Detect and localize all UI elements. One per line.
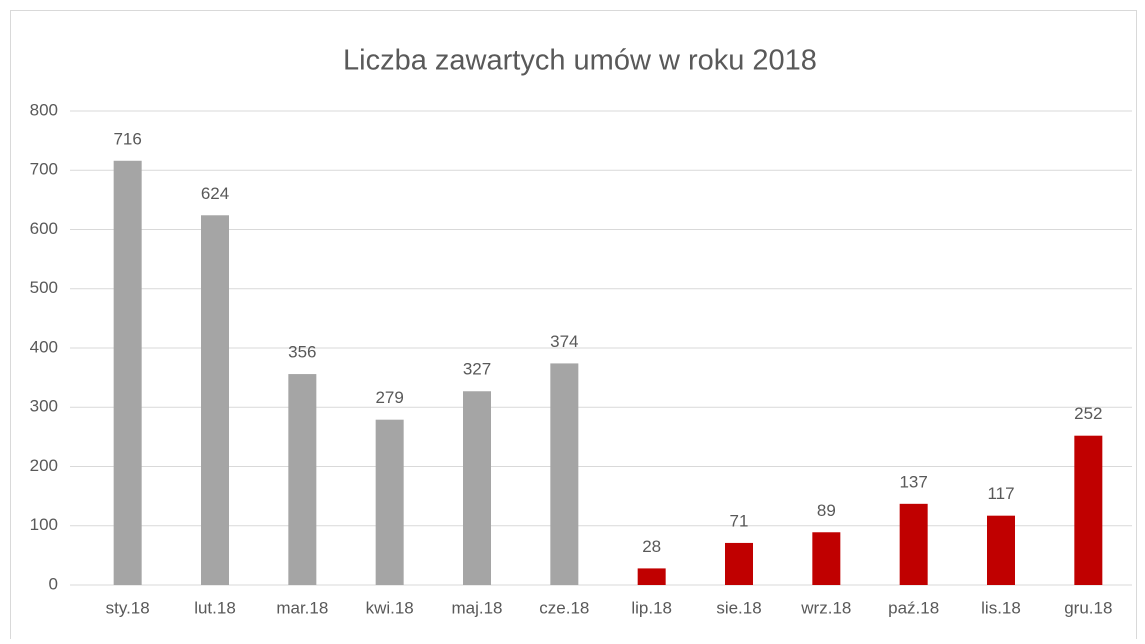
x-tick-label: sie.18	[716, 598, 761, 617]
bar	[288, 374, 317, 585]
data-label: 279	[375, 388, 403, 407]
x-tick-label: mar.18	[276, 598, 328, 617]
x-tick-label: gru.18	[1064, 598, 1112, 617]
data-label: 71	[730, 511, 749, 530]
bar	[637, 568, 666, 585]
data-label: 137	[899, 472, 927, 491]
x-tick-label: wrz.18	[800, 598, 851, 617]
y-tick-label: 200	[30, 456, 58, 475]
bar	[725, 542, 753, 585]
x-tick-label: lis.18	[981, 598, 1021, 617]
bar	[899, 503, 928, 585]
bar	[201, 215, 229, 585]
x-tick-label: paź.18	[888, 598, 939, 617]
bar	[113, 160, 142, 585]
data-label: 624	[201, 184, 229, 203]
y-tick-label: 300	[30, 397, 58, 416]
bar	[375, 419, 404, 585]
data-label: 117	[987, 484, 1014, 503]
x-tick-label: lip.18	[631, 598, 672, 617]
x-tick-label: cze.18	[539, 598, 589, 617]
y-tick-label: 400	[30, 337, 58, 356]
data-label: 374	[550, 332, 578, 351]
bar	[987, 515, 1015, 585]
y-tick-label: 600	[30, 219, 58, 238]
x-tick-label: kwi.18	[366, 598, 414, 617]
y-tick-label: 500	[30, 278, 58, 297]
data-label: 327	[463, 360, 491, 379]
x-tick-label: maj.18	[451, 598, 502, 617]
chart-title: Liczba zawartych umów w roku 2018	[343, 45, 817, 77]
bar	[812, 532, 841, 585]
data-label: 28	[642, 537, 661, 556]
data-label: 356	[288, 343, 316, 362]
bar	[463, 391, 491, 585]
data-label: 716	[113, 129, 141, 148]
y-tick-label: 800	[30, 100, 58, 119]
x-tick-label: sty.18	[106, 598, 150, 617]
y-tick-label: 700	[30, 160, 58, 179]
bar	[1074, 435, 1103, 585]
y-tick-label: 100	[30, 515, 58, 534]
bar	[550, 363, 579, 585]
data-label: 252	[1074, 404, 1102, 423]
data-label: 89	[817, 501, 836, 520]
y-tick-label: 0	[49, 574, 58, 593]
x-tick-label: lut.18	[194, 598, 236, 617]
